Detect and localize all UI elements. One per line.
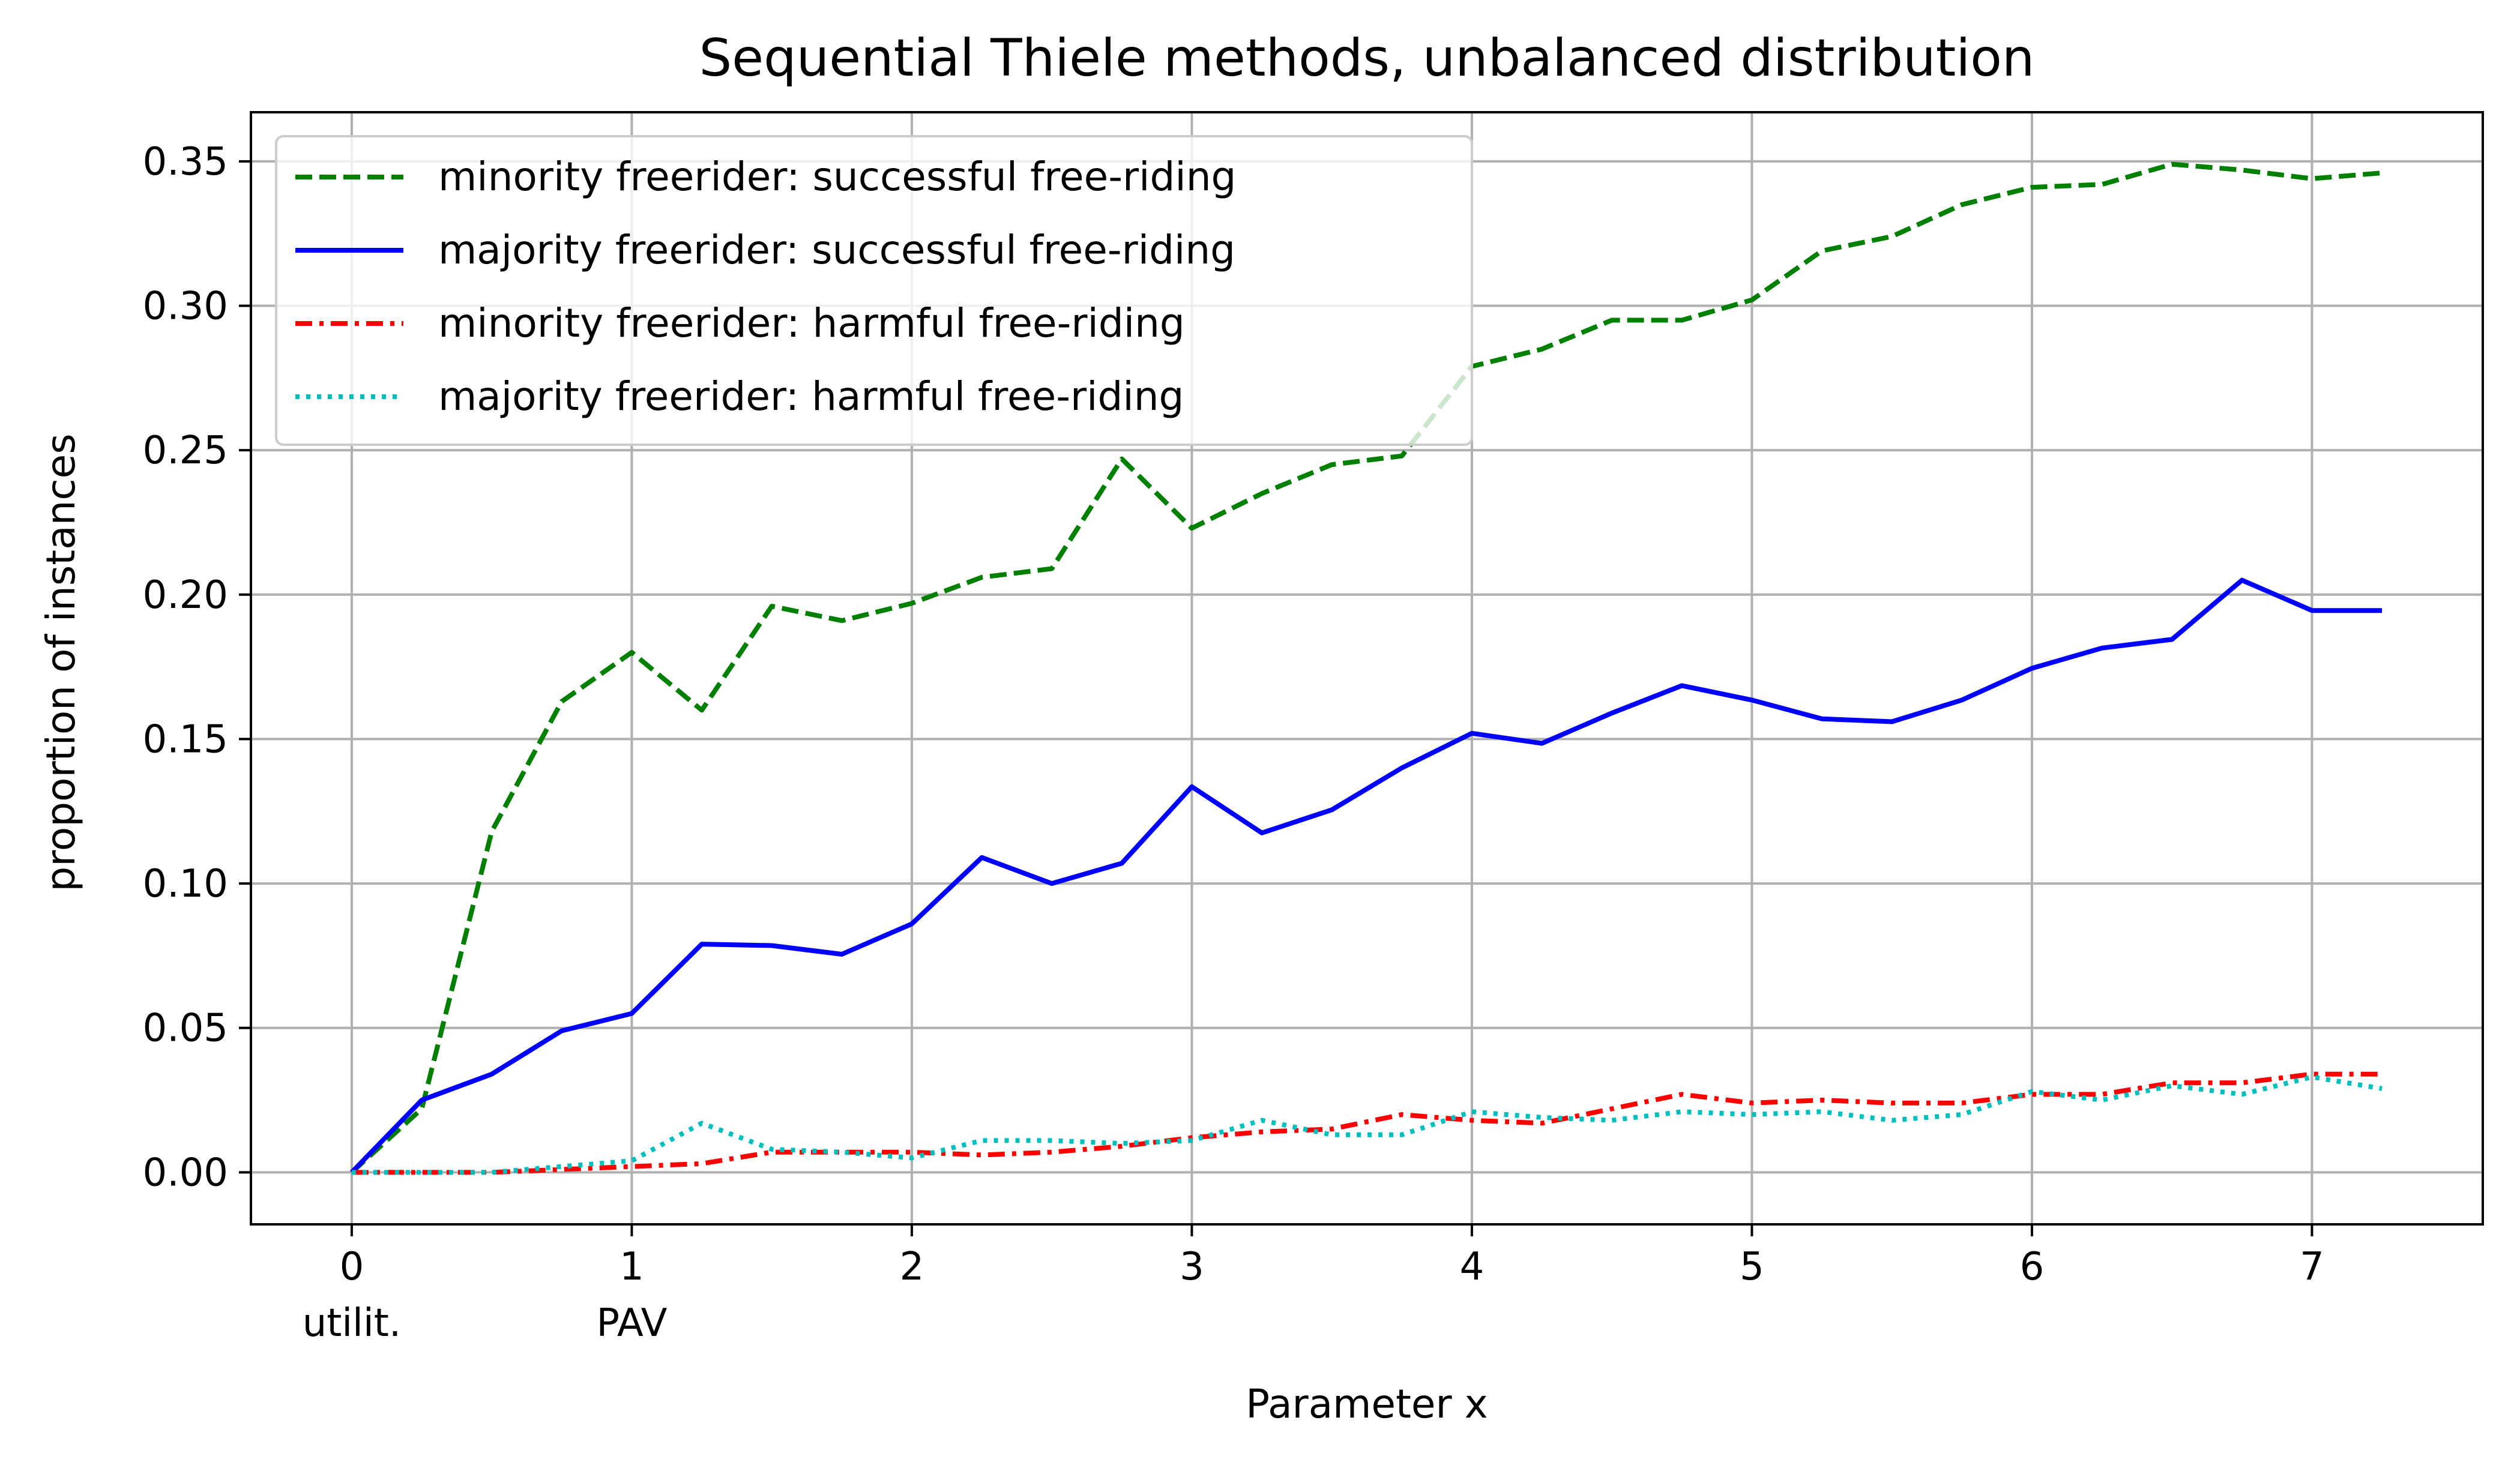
y-tick-label: 0.35: [143, 140, 229, 184]
legend-label: majority freerider: successful free-ridi…: [438, 227, 1235, 273]
legend-label: minority freerider: harmful free-riding: [438, 300, 1185, 346]
legend: minority freerider: successful free-ridi…: [275, 135, 1473, 446]
x-tick-label: 1: [619, 1245, 644, 1289]
series-line-3: [351, 1071, 2383, 1175]
y-tick-label: 0.00: [143, 1151, 229, 1195]
y-tick-label: 0.05: [143, 1006, 229, 1051]
x-tick-label: 0: [340, 1245, 364, 1289]
x-tick-label: 7: [2300, 1245, 2324, 1289]
y-tick-label: 0.15: [143, 717, 229, 762]
y-tick-label: 0.20: [143, 573, 229, 618]
x-axis-title: Parameter x: [1246, 1381, 1488, 1427]
y-tick-label: 0.25: [143, 429, 229, 473]
x-tick-label: 2: [900, 1245, 924, 1289]
series-line-4: [351, 1074, 2383, 1175]
x-category-label: PAV: [596, 1301, 667, 1346]
series-layer: [350, 161, 2383, 1175]
y-tick-label: 0.10: [143, 862, 229, 906]
x-tick-label: 4: [1460, 1245, 1485, 1289]
series-line-1: [350, 161, 2383, 1175]
x-category-label: utilit.: [303, 1301, 401, 1346]
x-tick-label: 5: [1740, 1245, 1764, 1289]
y-tick-label: 0.30: [143, 284, 229, 328]
axis-ticks: 0 1 2 3 4 5 6 7 utilit. PAV 0.00 0.05 0.10 0.15 0.20 0.…: [143, 140, 2324, 1346]
chart-title: Sequential Thiele methods, unbalanced di…: [699, 28, 2035, 88]
x-tick-label: 6: [2020, 1245, 2045, 1289]
series-line-2: [350, 577, 2383, 1175]
x-tick-label: 3: [1180, 1245, 1204, 1289]
legend-label: majority freerider: harmful free-riding: [438, 373, 1184, 420]
legend-box: [275, 135, 1473, 446]
legend-label: minority freerider: successful free-ridi…: [438, 154, 1236, 200]
y-axis-title: proportion of instances: [38, 433, 84, 891]
plot-area-frame: [250, 111, 2484, 1226]
